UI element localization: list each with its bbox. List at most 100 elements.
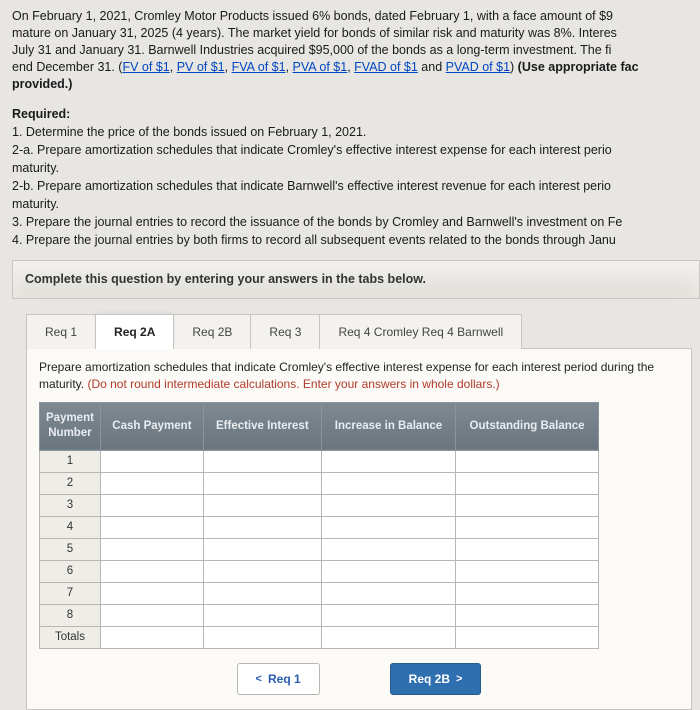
cell-input[interactable] [100,560,203,582]
table-row: 7 [40,582,599,604]
col-cash-payment: Cash Payment [100,402,203,450]
problem-line2: mature on January 31, 2025 (4 years). Th… [12,26,617,40]
cell-input[interactable] [456,516,599,538]
req-4: 4. Prepare the journal entries by both f… [12,232,700,249]
cell-input[interactable] [456,626,599,648]
cell-input[interactable] [203,538,321,560]
problem-statement: On February 1, 2021, Cromley Motor Produ… [12,8,700,92]
chevron-left-icon: < [256,672,262,687]
row-num: 2 [40,472,101,494]
row-num: 7 [40,582,101,604]
cell-input[interactable] [100,472,203,494]
cell-input[interactable] [456,604,599,626]
cell-input[interactable] [100,626,203,648]
cell-input[interactable] [100,538,203,560]
cell-input[interactable] [321,516,455,538]
cell-input[interactable] [321,538,455,560]
problem-line4-pre: end December 31. ( [12,60,122,74]
cell-input[interactable] [100,494,203,516]
row-num: 5 [40,538,101,560]
fva-link[interactable]: FVA of $1 [232,60,286,74]
cell-input[interactable] [321,604,455,626]
col-effective-interest: Effective Interest [203,402,321,450]
table-row: 8 [40,604,599,626]
cell-input[interactable] [321,472,455,494]
fv-link[interactable]: FV of $1 [122,60,169,74]
pva-link[interactable]: PVA of $1 [293,60,348,74]
panel-instr-mat: maturity. [39,377,87,391]
cell-input[interactable] [321,450,455,472]
row-num: 8 [40,604,101,626]
next-button[interactable]: Req 2B > [390,663,482,695]
fvad-link[interactable]: FVAD of $1 [354,60,418,74]
cell-input[interactable] [456,538,599,560]
panel-instr-main: Prepare amortization schedules that indi… [39,360,654,374]
col-increase-balance: Increase in Balance [321,402,455,450]
cell-input[interactable] [100,582,203,604]
use-appropriate: (Use appropriate fac [518,60,639,74]
cell-input[interactable] [203,494,321,516]
required-heading: Required: [12,106,700,123]
tab-req3[interactable]: Req 3 [250,314,320,349]
tab-req4[interactable]: Req 4 Cromley Req 4 Barnwell [319,314,522,349]
col-outstanding-balance: Outstanding Balance [456,402,599,450]
prev-button[interactable]: < Req 1 [237,663,320,695]
col-payment-number: Payment Number [40,402,101,450]
panel-instr-hint: (Do not round intermediate calculations.… [87,377,499,391]
req-2b: 2-b. Prepare amortization schedules that… [12,178,700,195]
row-num: 6 [40,560,101,582]
tab-req2b[interactable]: Req 2B [173,314,251,349]
cell-input[interactable] [321,494,455,516]
req-1: 1. Determine the price of the bonds issu… [12,124,700,141]
req-2a: 2-a. Prepare amortization schedules that… [12,142,700,159]
prev-label: Req 1 [268,671,301,687]
pvad-link[interactable]: PVAD of $1 [446,60,510,74]
cell-input[interactable] [203,582,321,604]
cell-input[interactable] [100,450,203,472]
cell-input[interactable] [203,472,321,494]
req-2a-mat: maturity. [12,160,700,177]
tab-req1[interactable]: Req 1 [26,314,96,349]
next-label: Req 2B [409,671,450,687]
tab-panel-req2a: Prepare amortization schedules that indi… [26,348,692,710]
row-num: 4 [40,516,101,538]
row-num: 3 [40,494,101,516]
table-row-totals: Totals [40,626,599,648]
cell-input[interactable] [100,604,203,626]
cell-input[interactable] [203,604,321,626]
cell-input[interactable] [456,582,599,604]
tab-req2a[interactable]: Req 2A [95,314,174,349]
cell-input[interactable] [321,626,455,648]
req-2b-mat: maturity. [12,196,700,213]
cell-input[interactable] [456,472,599,494]
row-totals: Totals [40,626,101,648]
nav-buttons: < Req 1 Req 2B > [39,663,679,695]
cell-input[interactable] [456,450,599,472]
panel-instructions: Prepare amortization schedules that indi… [39,359,679,391]
table-row: 4 [40,516,599,538]
cell-input[interactable] [321,582,455,604]
cell-input[interactable] [203,516,321,538]
problem-line1: On February 1, 2021, Cromley Motor Produ… [12,9,613,23]
table-row: 6 [40,560,599,582]
table-row: 3 [40,494,599,516]
provided: provided.) [12,77,72,91]
cell-input[interactable] [203,560,321,582]
cell-input[interactable] [100,516,203,538]
required-block: Required: 1. Determine the price of the … [12,106,700,248]
cell-input[interactable] [321,560,455,582]
cell-input[interactable] [456,494,599,516]
cell-input[interactable] [456,560,599,582]
row-num: 1 [40,450,101,472]
pv-link[interactable]: PV of $1 [177,60,225,74]
cell-input[interactable] [203,450,321,472]
cell-input[interactable] [203,626,321,648]
tabs-container: Req 1 Req 2A Req 2B Req 3 Req 4 Cromley … [12,313,700,348]
table-row: 5 [40,538,599,560]
complete-instruction-bar: Complete this question by entering your … [12,260,700,299]
problem-line3: July 31 and January 31. Barnwell Industr… [12,43,611,57]
req-3: 3. Prepare the journal entries to record… [12,214,700,231]
chevron-right-icon: > [456,672,462,687]
table-row: 2 [40,472,599,494]
table-row: 1 [40,450,599,472]
